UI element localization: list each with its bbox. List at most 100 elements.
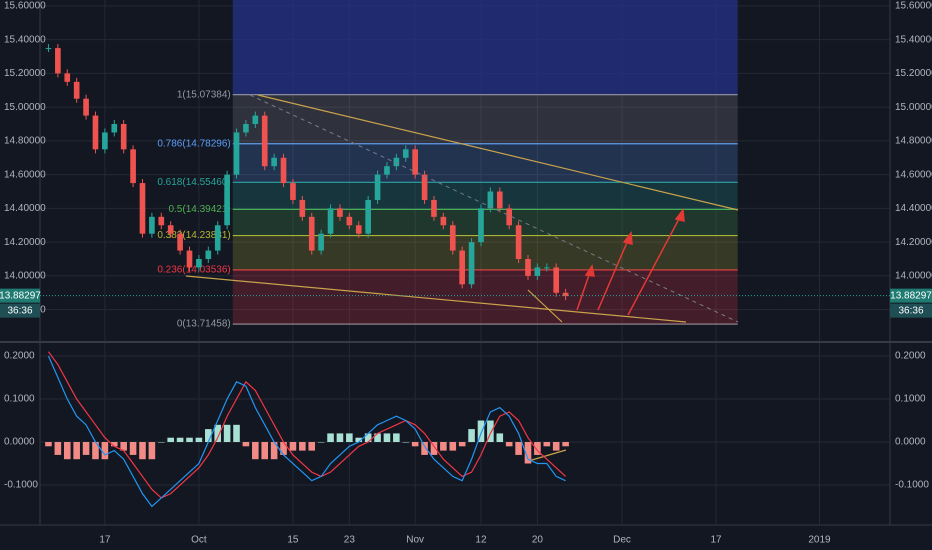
macd-histogram-bar — [524, 442, 532, 464]
fib-label: 0.382(14.23881) — [157, 230, 230, 241]
y-tick-label: 0.2000 — [895, 351, 926, 362]
fib-band — [232, 143, 738, 183]
fib-band — [232, 269, 738, 325]
candle-body — [45, 48, 52, 50]
fib-band — [232, 235, 738, 270]
candle-body — [271, 157, 277, 167]
candle-body — [214, 225, 221, 251]
macd-histogram-bar — [468, 429, 475, 443]
x-tick-label: 12 — [475, 535, 487, 546]
fib-label: 0.236(14.03536) — [157, 265, 230, 276]
macd-histogram-bar — [82, 442, 90, 455]
fib-label: 0(13.71458) — [177, 319, 231, 330]
candle-body — [496, 191, 503, 209]
y-tick-label: 15.00000 — [4, 102, 46, 113]
candle-body — [402, 149, 409, 158]
macd-histogram-bar — [336, 433, 344, 443]
macd-histogram-bar — [477, 420, 485, 443]
x-tick-label: Oct — [191, 535, 207, 546]
candle-body — [487, 191, 494, 209]
last-price-box — [0, 288, 40, 303]
y-tick-label: 15.00000 — [895, 102, 932, 113]
macd-histogram-bar — [261, 442, 269, 460]
candle-body — [205, 250, 212, 260]
fib-band — [232, 94, 738, 144]
fibonacci-retracement: 0(13.71458) 0.236(14.03536) 0.382(14.23881… — [157, 0, 738, 330]
y-tick-label: 15.60000 — [895, 1, 932, 12]
candle-body — [421, 174, 428, 200]
y-tick-label: 15.60000 — [4, 1, 46, 12]
macd-histogram-bar — [223, 424, 231, 443]
y-tick-label: 0.1000 — [895, 394, 926, 405]
frame — [0, 0, 932, 526]
arrow-head — [622, 231, 633, 245]
y-tick-label: 15.40000 — [895, 34, 932, 45]
y-tick-label: 15.40000 — [4, 34, 46, 45]
candle-body — [318, 233, 324, 251]
candle-body — [290, 183, 296, 200]
y-tick-label: 0.1000 — [4, 394, 35, 405]
macd-histogram-bar — [458, 442, 466, 447]
macd-histogram-bar — [393, 433, 400, 443]
candle-body — [233, 132, 240, 175]
macd-line — [47, 355, 566, 508]
candle-body — [337, 208, 343, 217]
wedge-line — [527, 289, 563, 323]
candle-body — [261, 115, 268, 167]
macd-histogram-bar — [421, 442, 428, 455]
candles — [45, 44, 569, 301]
macd-histogram-bar — [214, 424, 222, 443]
macd-histogram-bar — [54, 442, 62, 455]
macd-histogram-bar — [45, 442, 52, 447]
candle-body — [130, 149, 136, 184]
macd-trendline — [524, 449, 567, 463]
y-tick-label: 15.20000 — [895, 68, 932, 79]
macd-histogram-bar — [515, 442, 522, 455]
macd-histogram-bar — [317, 442, 325, 443]
candle-body — [459, 250, 465, 285]
y-tick-label: 15.20000 — [4, 68, 46, 79]
macd-histogram-bar — [299, 442, 306, 451]
candle-body — [440, 216, 447, 226]
macd-histogram-bar — [73, 442, 80, 460]
signal-line — [47, 351, 567, 499]
macd-histogram-bar — [205, 429, 212, 443]
x-tick-label: 23 — [344, 535, 356, 546]
fib-label: 0.786(14.78296) — [157, 138, 230, 149]
fib-band — [232, 209, 738, 236]
candle-body — [374, 174, 381, 200]
y-tick-label: 14.80000 — [4, 136, 46, 147]
candle-body — [92, 115, 99, 150]
candle-body — [393, 157, 400, 167]
x-tick-label: 17 — [99, 535, 111, 546]
candle-body — [224, 174, 230, 226]
macd-histogram-bar — [552, 442, 560, 451]
macd-histogram-bar — [346, 433, 353, 443]
macd-histogram-bar — [534, 442, 541, 455]
macd-histogram-bar — [139, 442, 146, 460]
y-tick-label: 0.2000 — [4, 351, 35, 362]
y-tick-label: 14.20000 — [895, 237, 932, 248]
candle-body — [177, 233, 183, 251]
macd-histogram-bar — [110, 442, 118, 447]
macd-histogram-bar — [63, 442, 71, 460]
macd-histogram-bar — [176, 437, 184, 443]
candle-body — [111, 124, 118, 133]
y-tick-label: 14.00000 — [895, 271, 932, 282]
candle-body — [562, 292, 569, 297]
candle-body — [149, 216, 155, 234]
macd-histogram-bar — [383, 433, 391, 443]
macd-histogram-bar — [543, 442, 551, 447]
macd-histogram-bar — [252, 442, 259, 460]
candle-body — [252, 115, 259, 125]
macd-histogram-bar — [158, 442, 165, 443]
macd-histogram-bar — [355, 437, 363, 443]
candle-body — [355, 225, 362, 234]
countdown-label: 36:36 — [7, 305, 32, 316]
countdown-box — [890, 303, 932, 318]
candle-body — [167, 225, 174, 234]
candle-body — [280, 157, 287, 184]
candle-body — [365, 199, 371, 234]
arrow — [576, 271, 591, 311]
